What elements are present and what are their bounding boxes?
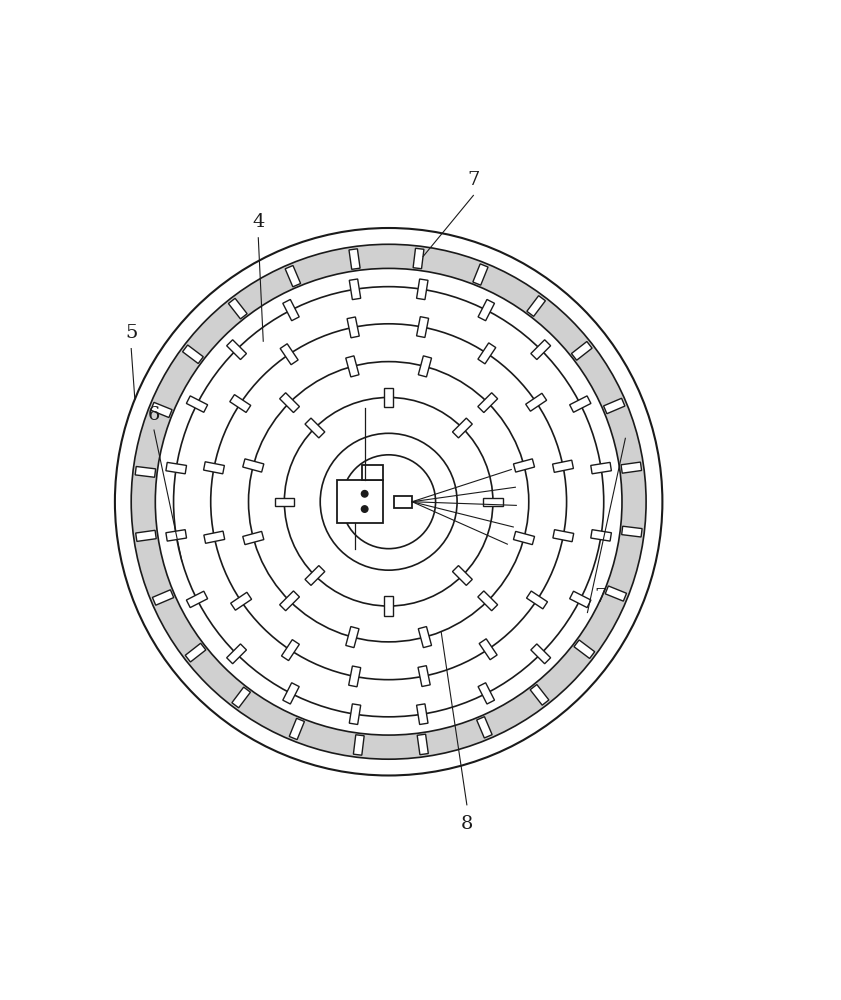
Bar [590,530,611,541]
Bar [349,704,361,724]
Bar [346,356,359,377]
Bar [479,639,497,660]
Bar [571,342,592,360]
Bar [416,279,428,300]
Bar [182,345,204,364]
Bar [349,666,361,687]
Bar [606,586,627,601]
Bar [227,340,246,360]
Bar [347,317,359,338]
Bar [151,402,172,418]
Circle shape [362,491,368,497]
Bar [384,596,393,616]
Bar [621,462,642,473]
Bar [483,498,503,506]
Text: 5: 5 [125,324,137,342]
Text: 8: 8 [461,815,473,833]
Bar [166,530,187,541]
Text: 6: 6 [148,406,160,424]
Bar [229,298,247,319]
Bar [478,343,496,364]
Bar [187,591,208,608]
Bar [417,734,428,755]
Bar [478,299,495,321]
Bar [531,340,551,360]
Circle shape [156,268,622,735]
Bar [418,356,431,377]
Bar [230,395,251,412]
Bar [243,531,264,545]
Bar [346,627,359,648]
Bar [349,279,361,300]
Bar [473,264,488,285]
Bar [416,317,429,337]
Text: 7: 7 [594,588,606,606]
Text: 7: 7 [468,171,479,189]
Bar [135,466,156,477]
Bar [526,393,547,411]
Bar [305,566,325,585]
Bar [204,462,225,474]
Bar [305,418,325,438]
Bar [283,299,299,321]
Bar [274,498,294,506]
Bar [280,344,298,365]
Bar [232,687,251,708]
Bar [526,296,546,316]
Bar [452,566,473,585]
Bar [152,590,174,605]
Circle shape [131,244,646,759]
Bar [282,640,299,661]
Bar [553,460,574,472]
Bar [289,718,304,740]
Bar [384,388,393,407]
Bar [418,627,431,648]
Bar [353,735,364,755]
Bar [394,496,412,508]
Bar [574,640,595,658]
Bar [590,462,611,474]
Text: 4: 4 [252,213,264,231]
Bar [280,591,299,611]
Bar [530,685,549,705]
Bar [569,396,591,412]
Bar [553,530,574,542]
Circle shape [362,506,368,512]
Bar [283,683,299,704]
Bar [569,591,591,608]
Bar [336,480,383,523]
Bar [204,531,225,543]
Bar [478,591,498,611]
Bar [166,462,187,474]
Bar [187,396,208,412]
Bar [477,717,492,738]
Bar [280,393,299,413]
Bar [349,249,360,269]
Bar [604,398,625,414]
Bar [514,459,535,472]
Bar [227,644,246,664]
Bar [285,266,300,287]
Bar [230,592,251,610]
Bar [621,526,643,537]
Bar [526,591,547,609]
Bar [185,643,206,662]
Bar [418,666,431,687]
Bar [514,531,535,545]
Bar [135,530,156,541]
Bar [478,683,495,704]
Bar [243,459,264,472]
Bar [362,465,383,480]
Bar [531,644,551,664]
Bar [413,248,424,269]
Bar [416,704,428,724]
Bar [478,393,498,413]
Bar [452,418,473,438]
